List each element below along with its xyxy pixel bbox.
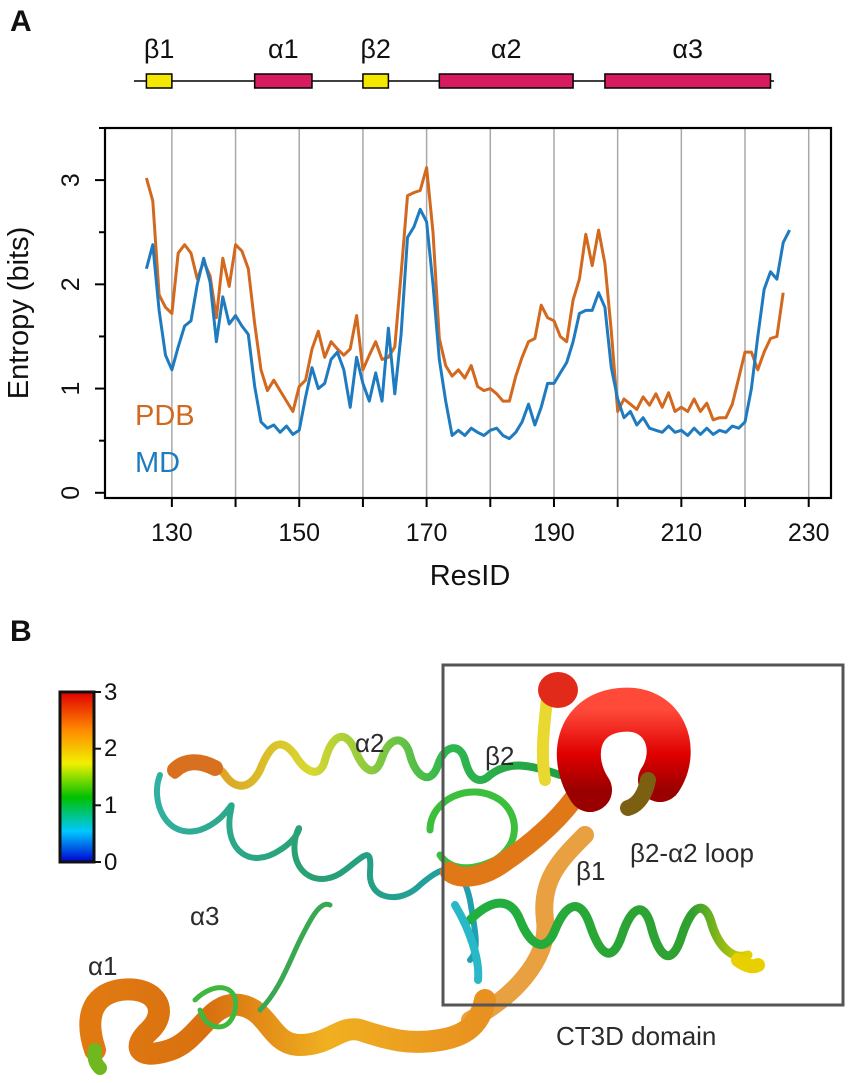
- ct3d-domain-label: CT3D domain: [556, 1021, 716, 1051]
- y-tick-label-0: 0: [57, 486, 85, 500]
- label-beta1: β1: [576, 856, 605, 886]
- beta2-alpha2-loop-tube: [556, 687, 691, 812]
- x-tick-label-190: 190: [533, 519, 575, 547]
- orange-connector: [440, 780, 590, 887]
- label-beta2-alpha2-loop: β2-α2 loop: [630, 838, 754, 868]
- helix-alpha3-tube: [153, 772, 479, 963]
- ss-label-5: α3: [672, 34, 703, 64]
- alpha2-orange-tip: [167, 754, 223, 778]
- x-tick-label-150: 150: [278, 519, 320, 547]
- ss-element-helix-2: [253, 73, 313, 89]
- ss-element-helix-5: [604, 73, 772, 89]
- ss-element-strand-3: [362, 73, 390, 89]
- label-alpha1: α1: [88, 951, 118, 981]
- colorbar-label-3: 3: [104, 679, 117, 706]
- helix-alpha1-tube: [79, 978, 496, 1065]
- colorbar-label-1: 1: [104, 792, 117, 819]
- x-tick-label-230: 230: [788, 519, 830, 547]
- colorbar-gradient: [58, 690, 96, 864]
- c-terminal-end-yellow: [731, 953, 765, 974]
- gridlines: [171, 128, 810, 498]
- y-tick-label-3: 3: [57, 173, 85, 187]
- panel-a-label: A: [10, 5, 32, 38]
- x-axis: 130 150 170 190 210 230: [151, 498, 830, 547]
- colorbar: 3 2 1 0: [58, 679, 117, 876]
- protein-cartoon: [79, 672, 765, 1075]
- alpha1-green-end: [87, 1043, 107, 1075]
- cyan-segment: [451, 901, 483, 984]
- colorbar-label-0: 0: [104, 849, 117, 876]
- ss-label-2: α1: [268, 34, 299, 64]
- helix-alpha2-tube: [171, 732, 564, 790]
- plot-frame: [103, 126, 833, 500]
- legend-pdb: PDB: [135, 400, 195, 432]
- x-tick-label-130: 130: [151, 519, 193, 547]
- ss-element-helix-4: [438, 73, 574, 89]
- colorbar-label-2: 2: [104, 735, 117, 762]
- entropy-plot: 0 1 2 3 130 150 170 190 210 230 ResID Entropy (b…: [3, 126, 833, 592]
- x-axis-title: ResID: [430, 560, 511, 592]
- y-tick-label-1: 1: [57, 382, 85, 396]
- secondary-structure-track: β1 α1 β2 α2 α3: [134, 34, 774, 89]
- loop-tip-red: [538, 672, 578, 708]
- alpha1-connector: [257, 901, 333, 1013]
- ss-label-3: β2: [360, 34, 391, 64]
- label-beta2: β2: [485, 741, 514, 771]
- label-alpha2: α2: [355, 728, 385, 758]
- y-axis-title: Entropy (bits): [3, 227, 35, 399]
- y-axis: 0 1 2 3: [57, 127, 105, 500]
- c-terminal-helix-tube: [465, 898, 753, 961]
- ct3d-domain-box: [441, 663, 845, 1007]
- ss-element-strand-1: [145, 73, 173, 89]
- beta1-strand-tube: [461, 826, 594, 1029]
- label-alpha3: α3: [190, 901, 220, 931]
- legend-md: MD: [135, 447, 180, 479]
- series-layer: [144, 166, 791, 441]
- panel-b-label: B: [10, 615, 32, 648]
- ss-label-4: α2: [491, 34, 522, 64]
- x-tick-label-210: 210: [660, 519, 702, 547]
- x-tick-label-170: 170: [406, 519, 448, 547]
- ss-label-1: β1: [144, 34, 175, 64]
- y-tick-label-2: 2: [57, 277, 85, 291]
- loop-end-dark: [620, 772, 656, 816]
- alpha1-inner-coil: [192, 985, 239, 1030]
- series-line-md: [144, 207, 791, 441]
- series-line-pdb: [144, 166, 785, 422]
